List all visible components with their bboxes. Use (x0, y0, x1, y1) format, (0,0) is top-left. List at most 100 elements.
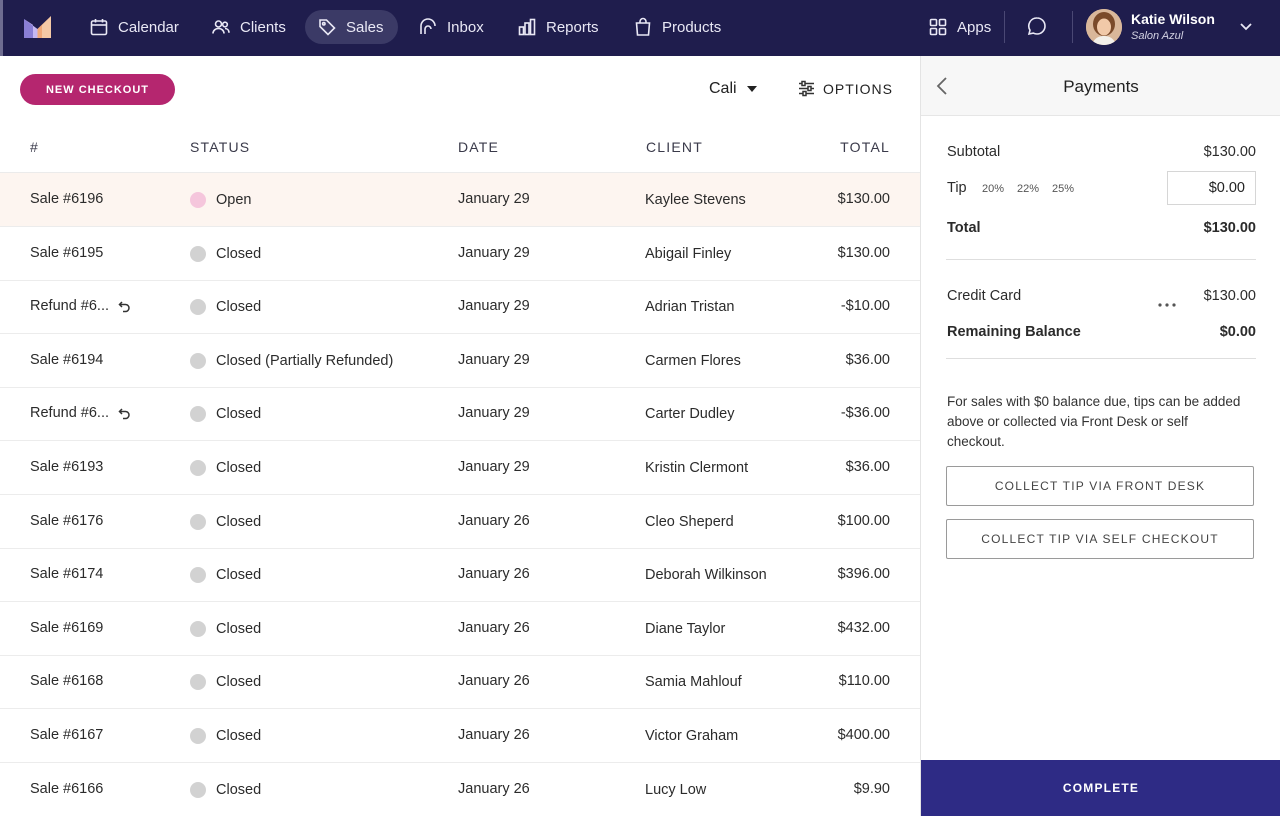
sale-date: January 29 (458, 191, 530, 207)
nav-edge (0, 0, 3, 56)
status-text: Closed (216, 299, 262, 316)
tip-option-20[interactable]: 20% (982, 183, 1005, 195)
table-row[interactable]: Sale #6174 Closed January 26 Deborah Wilkin… (0, 548, 920, 603)
sale-number: Sale #6168 (30, 673, 104, 690)
nav-clients[interactable]: Clients (199, 10, 298, 44)
status-indicator (190, 299, 206, 316)
sale-total: $36.00 (845, 459, 890, 475)
nav-apps-label: Apps (957, 18, 992, 36)
status-indicator (190, 728, 206, 744)
table-row[interactable]: Refund #6... Closed January 29 Adrian Trist… (0, 280, 920, 335)
table-row[interactable]: Sale #6166 Closed January 26 Lucy Low $9.90 (0, 763, 920, 816)
back-button[interactable] (935, 76, 951, 96)
complete-button[interactable]: COMPLETE (921, 760, 1280, 816)
nav-calendar[interactable]: Calendar (77, 10, 191, 44)
business-name: Salon Azul (1131, 30, 1184, 42)
table-row[interactable]: Sale #6176 Closed January 26 Cleo Sheperd $1… (0, 495, 920, 549)
collect-tip-front-desk-button[interactable]: COLLECT TIP VIA FRONT DESK (946, 466, 1254, 506)
sale-date: January 26 (458, 727, 530, 743)
tip-option-25[interactable]: 25% (1052, 183, 1075, 195)
status-text: Closed (Partially Refunded) (216, 352, 394, 369)
user-name[interactable]: Katie Wilson (1131, 11, 1215, 27)
more-horizontal-icon[interactable] (1158, 294, 1176, 307)
subtotal-label: Subtotal (947, 144, 1001, 160)
sale-total: $396.00 (837, 566, 890, 583)
nav-products[interactable]: Products (621, 10, 733, 44)
status-text: Open (216, 192, 252, 208)
table-row[interactable]: Sale #6193 Closed January 29 Kristin Clermo… (0, 441, 920, 495)
nav-inbox[interactable]: Inbox (406, 10, 496, 44)
options-button[interactable]: OPTIONS (798, 80, 893, 97)
status-text: Closed (216, 674, 262, 691)
sale-number: Sale #6196 (30, 191, 104, 207)
nav-apps[interactable]: Apps (916, 10, 1003, 44)
table-row[interactable]: Sale #6194 Closed (Partially Refunded) Jan… (0, 334, 920, 388)
column-header-status[interactable]: STATUS (190, 139, 251, 155)
client-name: Cleo Sheperd (645, 513, 734, 530)
status-text: Closed (216, 245, 262, 262)
brand-logo[interactable] (24, 16, 51, 38)
client-name: Carter Dudley (645, 406, 735, 423)
chevron-left-icon (936, 77, 947, 95)
total-label: Total (947, 220, 981, 236)
nav-products-label: Products (662, 18, 722, 36)
payment-method-label: Credit Card (947, 288, 1022, 304)
table-row[interactable]: Sale #6168 Closed January 26 Samia Mahlouf $… (0, 655, 920, 710)
client-name: Lucy Low (645, 781, 707, 798)
sale-total: $36.00 (845, 351, 890, 368)
table-row[interactable]: Refund #6... Closed January 29 Carter Dudle… (0, 387, 920, 442)
table-row[interactable]: Sale #6167 Closed January 26 Victor Graham $… (0, 709, 920, 763)
nav-clients-label: Clients (240, 18, 286, 36)
nav-calendar-label: Calendar (118, 18, 179, 36)
shopping-bag-icon (635, 17, 651, 36)
chat-button[interactable] (1026, 15, 1052, 41)
user-menu-chevron[interactable] (1238, 18, 1254, 34)
column-header-client[interactable]: CLIENT (646, 139, 703, 155)
sale-number: Refund #6... (30, 298, 109, 315)
sale-number: Sale #6195 (30, 244, 104, 261)
table-row[interactable]: Sale #6196 Open January 29 Kaylee Stevens $1… (0, 173, 920, 227)
avatar[interactable] (1086, 9, 1122, 45)
tip-option-22[interactable]: 22% (1017, 183, 1040, 195)
sale-date: January 26 (458, 780, 530, 797)
status-indicator (190, 406, 206, 423)
nav-reports-label: Reports (546, 18, 599, 36)
column-header-date[interactable]: DATE (458, 139, 500, 155)
status-text: Closed (216, 781, 262, 798)
table-row[interactable]: Sale #6169 Closed January 26 Diane Taylor $4… (0, 602, 920, 656)
sale-total: $100.00 (837, 512, 890, 529)
nav-divider (1072, 11, 1073, 43)
sale-number: Sale #6194 (30, 351, 104, 368)
status-indicator (190, 567, 206, 584)
collect-tip-self-checkout-button[interactable]: COLLECT TIP VIA SELF CHECKOUT (946, 519, 1254, 559)
new-checkout-button[interactable]: NEW CHECKOUT (20, 74, 175, 105)
caret-down-icon (746, 86, 757, 92)
sliders-icon (799, 80, 814, 97)
sale-number: Sale #6169 (30, 619, 104, 636)
top-nav: Calendar Clients Sales Inbox Reports Pro… (0, 0, 1280, 56)
status-indicator (190, 781, 206, 798)
location-select-value: Cali (709, 80, 737, 97)
tag-icon (319, 19, 336, 36)
table-row[interactable]: Sale #6195 Closed January 29 Abigail Finley… (0, 227, 920, 281)
sale-total: $9.90 (853, 780, 890, 797)
status-indicator (190, 352, 206, 369)
users-icon (212, 20, 230, 34)
status-indicator (190, 192, 206, 208)
sale-date: January 29 (458, 244, 530, 261)
sale-total: $432.00 (837, 619, 890, 636)
divider (946, 259, 1256, 260)
sale-date: January 29 (458, 298, 530, 315)
location-select[interactable]: Cali (709, 80, 757, 98)
nav-sales[interactable]: Sales (305, 10, 398, 44)
tip-amount-input[interactable]: $0.00 (1167, 171, 1256, 205)
sale-date: January 26 (458, 566, 530, 583)
nav-reports[interactable]: Reports (505, 10, 611, 44)
client-name: Deborah Wilkinson (645, 567, 767, 584)
column-header-number[interactable]: # (30, 139, 39, 155)
payment-method-value: $130.00 (1203, 288, 1256, 304)
client-name: Abigail Finley (645, 245, 732, 262)
sales-list-area: NEW CHECKOUT Cali OPTIONS # STATUS DATE … (0, 56, 920, 816)
column-header-total[interactable]: TOTAL (840, 139, 890, 155)
sale-total: -$36.00 (840, 405, 890, 422)
